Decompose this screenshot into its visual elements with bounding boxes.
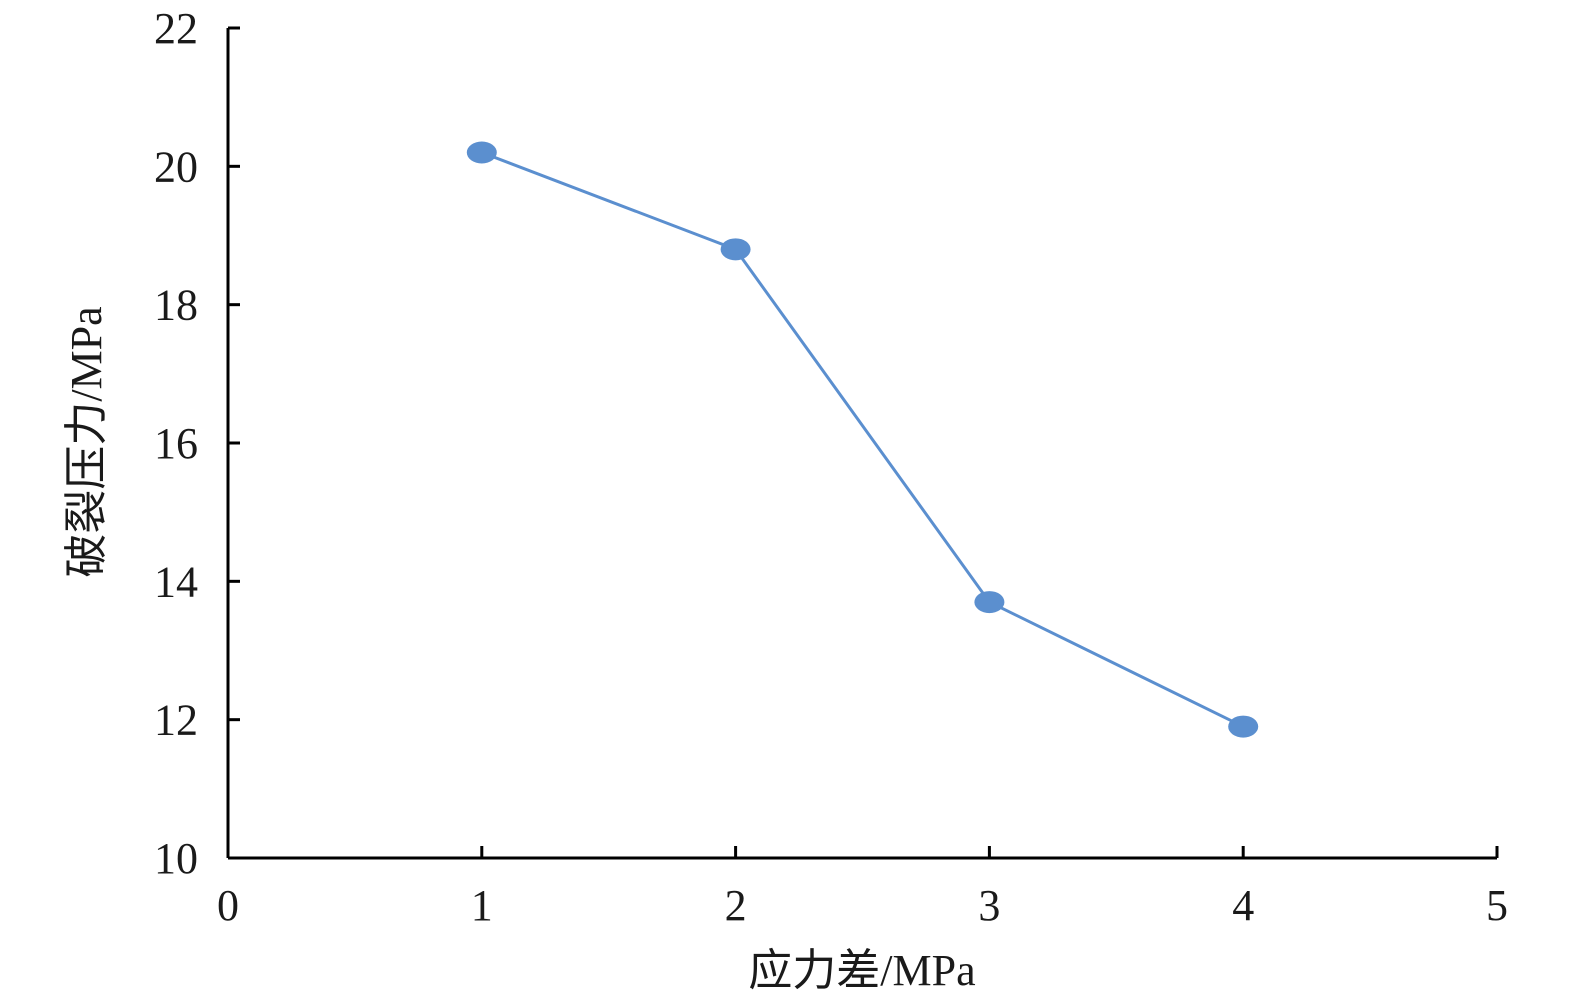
data-point <box>466 141 497 164</box>
y-tick-label: 12 <box>154 696 198 745</box>
y-tick-label: 14 <box>154 557 198 606</box>
y-tick-label: 10 <box>154 834 198 883</box>
x-tick-label: 0 <box>217 881 239 930</box>
x-tick-label: 3 <box>978 881 1000 930</box>
y-tick-label: 22 <box>154 4 198 53</box>
x-tick-label: 1 <box>471 881 493 930</box>
data-point <box>974 591 1005 614</box>
x-tick-label: 4 <box>1232 881 1254 930</box>
axes <box>226 26 1499 860</box>
data-series <box>466 141 1259 738</box>
y-tick-label: 16 <box>154 419 198 468</box>
x-tick-label: 5 <box>1486 881 1508 930</box>
y-axis-title: 破裂压力/MPa <box>62 306 111 577</box>
series-line <box>481 151 1244 728</box>
y-tick-label: 18 <box>154 281 198 330</box>
data-point <box>720 238 751 261</box>
y-tick-label: 20 <box>154 142 198 191</box>
x-axis-title: 应力差/MPa <box>748 946 975 995</box>
data-point <box>1228 715 1259 738</box>
x-tick-label: 2 <box>725 881 747 930</box>
